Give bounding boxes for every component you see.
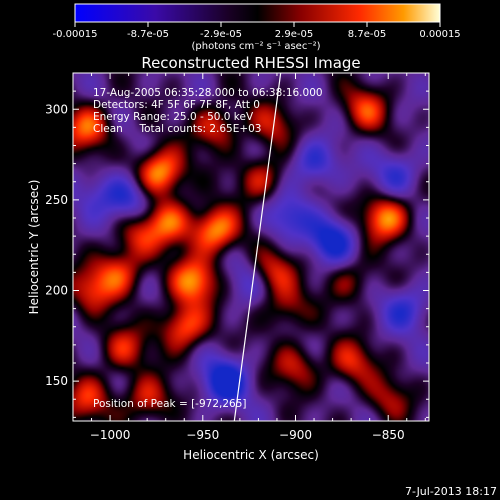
y-axis-ticks: 150 200 250 300 [45, 72, 429, 418]
x-tick-label: −1000 [90, 428, 131, 442]
plot-area: −1000 −950 −900 −850 150 200 250 300 17-Aug-20… [45, 72, 430, 442]
y-tick-label: 300 [45, 102, 68, 116]
x-tick-label: −850 [372, 428, 405, 442]
x-axis-label: Heliocentric X (arcsec) [183, 448, 319, 462]
colorbar-unit: (photons cm⁻² s⁻¹ asec⁻²) [191, 41, 320, 52]
y-tick-label: 200 [45, 284, 68, 298]
y-tick-label: 250 [45, 193, 68, 207]
colorbar-tick-label: -2.9e-05 [200, 29, 242, 40]
annotation-detectors: Detectors: 4F 5F 6F 7F 8F, Att 0 [93, 99, 260, 111]
y-axis-label: Heliocentric Y (arcsec) [27, 180, 41, 315]
peak-position-label: Position of Peak = [-972,265] [93, 398, 247, 410]
solar-limb-line [233, 73, 282, 421]
colorbar: -0.00015 -8.7e-05 -2.9e-05 2.9e-05 8.7e-05 0.… [53, 3, 461, 52]
colorbar-ticks: -0.00015 -8.7e-05 -2.9e-05 2.9e-05 8.7e-05 0.… [53, 22, 461, 40]
colorbar-tick-label: 0.00015 [419, 29, 460, 40]
plot-frame [72, 72, 430, 422]
x-axis-ticks: −1000 −950 −900 −850 [72, 73, 426, 442]
heatmap-image [73, 73, 429, 421]
x-tick-label: −950 [186, 428, 219, 442]
x-tick-label: −900 [279, 428, 312, 442]
chart-title: Reconstructed RHESSI Image [141, 54, 360, 72]
annotation-block: 17-Aug-2005 06:35:28.000 to 06:38:16.000… [93, 87, 323, 135]
annotation-time-range: 17-Aug-2005 06:35:28.000 to 06:38:16.000 [93, 87, 323, 99]
footer-timestamp: 7-Jul-2013 18:17 [404, 485, 497, 498]
annotation-clean-counts: Clean Total counts: 2.65E+03 [93, 123, 262, 135]
colorbar-tick-label: 2.9e-05 [275, 29, 313, 40]
colorbar-tick-label: -8.7e-05 [127, 29, 169, 40]
y-tick-label: 150 [45, 374, 68, 388]
annotation-energy-range: Energy Range: 25.0 - 50.0 keV [93, 111, 254, 123]
colorbar-gradient [74, 3, 441, 23]
colorbar-tick-label: -0.00015 [53, 29, 98, 40]
colorbar-tick-label: 8.7e-05 [348, 29, 386, 40]
